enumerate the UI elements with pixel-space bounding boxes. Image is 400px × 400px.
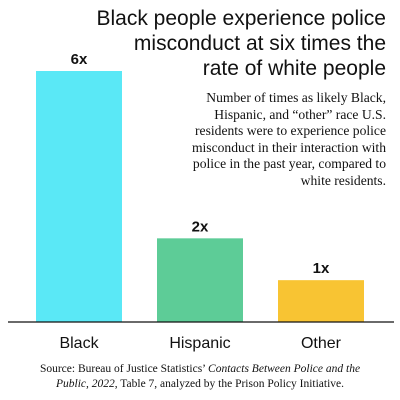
category-label-hispanic: Hispanic [169,335,230,352]
bar-black [36,71,122,322]
category-label-black: Black [59,335,99,352]
bar-other [278,280,364,322]
data-label-other: 1x [313,260,330,277]
chart-description: Number of times as likely Black, Hispani… [164,90,386,190]
title-line-1: Black people experience police [96,7,386,30]
description-line-1: Number of times as likely Black, [206,90,386,105]
source-publication-title-2: Public, 2022 [55,378,115,390]
source-text-1a: Source: Bureau of Justice Statistics’ [39,363,209,375]
description-line-4: misconduct in their interaction with [191,139,386,155]
title-line-2: misconduct at six times the [133,32,386,55]
title-line-3: rate of white people [202,57,386,80]
data-label-black: 6x [71,51,88,68]
source-publication-title-1: Contacts Between Police and the [208,363,361,375]
source-line-1: Source: Bureau of Justice Statistics’ Co… [8,362,392,377]
chart-title: Black people experience police misconduc… [86,6,386,81]
source-text-2b: , Table 7, analyzed by the Prison Policy… [114,378,345,390]
description-line-6: white residents. [300,172,386,188]
data-label-hispanic: 2x [192,218,209,235]
bar-hispanic [157,238,243,322]
description-line-5: police in the past year, compared to [192,156,386,172]
source-note: Source: Bureau of Justice Statistics’ Co… [8,362,392,392]
description-line-2: Hispanic, and “other” race U.S. [214,106,386,122]
source-line-2: Public, 2022, Table 7, analyzed by the P… [8,377,392,392]
category-label-other: Other [301,335,342,352]
description-line-3: residents were to experience police [195,123,386,139]
